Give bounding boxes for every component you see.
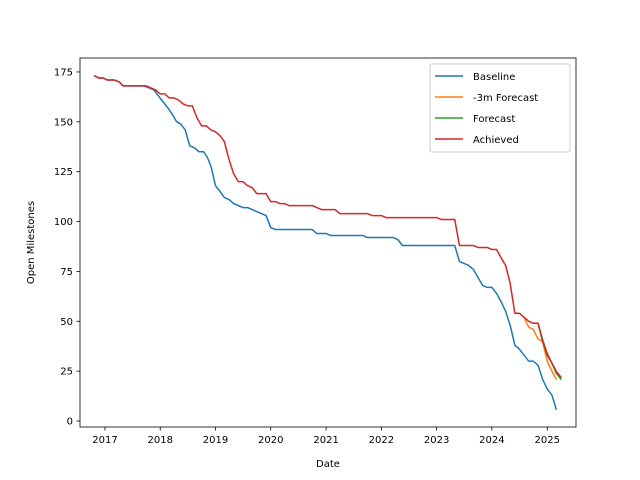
legend-label-baseline: Baseline [473, 72, 515, 83]
y-tick-label: 50 [60, 317, 73, 328]
y-axis: 0 25 50 75 100 125 150 175 [54, 67, 80, 428]
legend-label-3m-forecast: -3m Forecast [473, 93, 538, 104]
x-tick-label: 2017 [92, 435, 117, 446]
y-tick-label: 150 [54, 117, 73, 128]
legend-label-achieved: Achieved [473, 135, 519, 146]
x-tick-label: 2020 [258, 435, 283, 446]
legend: Baseline -3m Forecast Forecast Achieved [429, 63, 571, 153]
x-tick-label: 2018 [147, 435, 172, 446]
axes-frame [79, 57, 577, 428]
x-tick-label: 2019 [203, 435, 228, 446]
y-tick-label: 175 [54, 67, 73, 78]
x-axis-label: Date [316, 459, 340, 470]
x-tick-label: 2022 [369, 435, 394, 446]
y-tick-label: 100 [54, 217, 73, 228]
series-line-3m-forecast [523, 316, 558, 381]
x-tick-label: 2025 [535, 435, 560, 446]
x-tick-label: 2021 [313, 435, 338, 446]
y-tick-label: 75 [60, 267, 73, 278]
y-tick-label: 0 [67, 417, 73, 428]
series-line-achieved [93, 74, 562, 379]
x-tick-label: 2024 [479, 435, 504, 446]
y-axis-label: Open Milestones [26, 201, 37, 284]
series-layer [93, 74, 562, 410]
legend-box [429, 63, 571, 153]
x-tick-label: 2023 [424, 435, 449, 446]
legend-label-forecast: Forecast [473, 114, 515, 125]
y-tick-label: 25 [60, 367, 73, 378]
y-tick-label: 125 [54, 167, 73, 178]
x-axis: 2017 2018 2019 2020 2021 2022 2023 2024 2025 [92, 427, 560, 446]
series-line-baseline [93, 74, 558, 410]
